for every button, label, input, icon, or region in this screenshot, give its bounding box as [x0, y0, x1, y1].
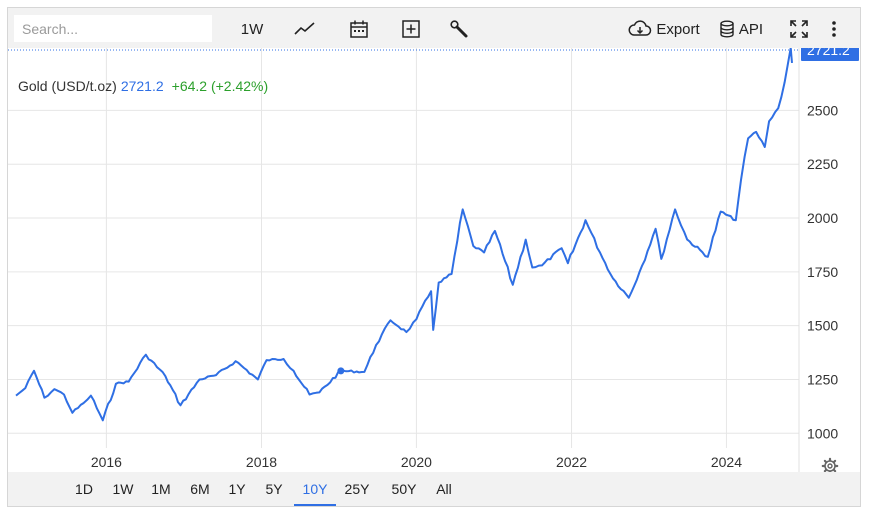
wrench-icon [449, 19, 469, 39]
range-1w[interactable]: 1W [112, 481, 134, 497]
x-tick-label: 2024 [711, 454, 742, 470]
x-tick-label: 2022 [556, 454, 587, 470]
date-range-button[interactable] [346, 18, 372, 40]
x-axis-ticks: 2016 2018 2020 2022 2024 [91, 454, 742, 470]
plus-box-icon [401, 19, 421, 39]
compare-button[interactable] [398, 18, 424, 40]
legend-change: +64.2 (+2.42%) [172, 78, 269, 94]
api-button[interactable]: API [716, 18, 766, 40]
settings-tools-button[interactable] [446, 18, 472, 40]
legend: Gold (USD/t.oz) 2721.2 +64.2 (+2.42%) [18, 78, 268, 94]
y-tick-label: 1750 [807, 264, 838, 280]
export-label: Export [656, 20, 700, 38]
range-1d[interactable]: 1D [75, 481, 93, 497]
search-input[interactable] [14, 15, 212, 42]
chart-type-button[interactable] [290, 18, 320, 40]
range-25y[interactable]: 25Y [344, 481, 370, 497]
price-chart[interactable]: 1000 1250 1500 1750 2000 2250 2500 2016 2018 202… [8, 48, 860, 472]
range-1m[interactable]: 1M [151, 481, 171, 497]
chart-widget: 1W Export [7, 7, 861, 507]
range-all[interactable]: All [436, 481, 452, 497]
interval-label: 1W [240, 20, 264, 38]
range-selector: 1D 1W 1M 6M 1Y 5Y 10Y 25Y 50Y All [8, 472, 860, 506]
interval-button[interactable]: 1W [236, 18, 268, 40]
y-tick-label: 1500 [807, 318, 838, 334]
y-tick-label: 1250 [807, 371, 838, 387]
more-vertical-icon [831, 20, 837, 38]
database-icon [719, 20, 735, 38]
legend-value: 2721.2 [121, 78, 164, 94]
cloud-download-icon [628, 20, 652, 38]
price-series-line [15, 48, 793, 422]
y-tick-label: 1000 [807, 425, 838, 441]
y-tick-label: 2000 [807, 210, 838, 226]
range-1y[interactable]: 1Y [228, 481, 246, 497]
y-tick-label: 2250 [807, 156, 838, 172]
grid [8, 48, 799, 448]
line-chart-icon [294, 21, 316, 37]
fullscreen-icon [789, 19, 809, 39]
api-label: API [738, 20, 764, 38]
range-5y[interactable]: 5Y [265, 481, 283, 497]
last-price-tag: 2721.2 [801, 48, 859, 61]
x-tick-label: 2020 [401, 454, 432, 470]
x-tick-label: 2016 [91, 454, 122, 470]
calendar-icon [349, 19, 369, 39]
export-button[interactable]: Export [626, 18, 702, 40]
y-axis-ticks: 1000 1250 1500 1750 2000 2250 2500 [807, 102, 838, 441]
series-marker [337, 367, 345, 375]
svg-text:2721.2: 2721.2 [807, 48, 850, 58]
chart-settings-button[interactable] [821, 457, 839, 472]
legend-name: Gold (USD/t.oz) [18, 78, 117, 94]
more-button[interactable] [826, 18, 842, 40]
range-10y[interactable]: 10Y [294, 472, 336, 506]
range-50y[interactable]: 50Y [391, 481, 417, 497]
toolbar: 1W Export [8, 8, 860, 48]
x-tick-label: 2018 [246, 454, 277, 470]
gear-icon [821, 457, 839, 472]
y-tick-label: 2500 [807, 102, 838, 118]
fullscreen-button[interactable] [788, 18, 810, 40]
range-6m[interactable]: 6M [190, 481, 210, 497]
